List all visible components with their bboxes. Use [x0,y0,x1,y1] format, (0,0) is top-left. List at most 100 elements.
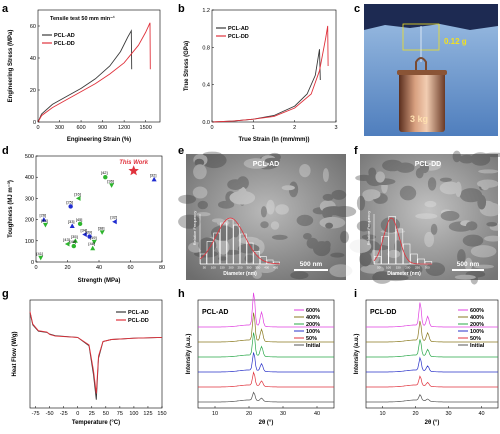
x-tick-label: 80 [159,265,165,271]
data-point [152,177,157,182]
sem-texture-blob [471,245,497,257]
legend-label: 400% [306,315,320,321]
panel-label-f: f [354,145,358,157]
x-tick-label: 600 [76,125,85,131]
xrd-curve [366,376,498,387]
legend: PCL-AD PCL-DD [216,26,249,40]
x-tick-label: 0 [210,125,213,131]
sem-texture-blob [245,255,255,263]
legend-label: 100% [470,329,484,335]
chart-title: PCL-DD [370,309,396,316]
sem-texture-blob [299,164,310,177]
legend-label: Initial [470,343,485,349]
sem-texture-blob [396,163,414,173]
sem-texture-blob [203,152,221,157]
sem-texture-blob [217,240,229,255]
data-point-ref: [39] [85,230,92,235]
x-tick-label: 1200 [118,125,130,131]
y-tick-label: 300 [25,196,34,202]
legend: PCL-AD PCL-DD [42,33,75,47]
inset-tick-label: 200 [405,266,410,270]
data-point-ref: [44] [41,218,48,223]
sem-texture-blob [272,235,288,240]
y-axis-label: Toughness (MJ m⁻³) [7,180,14,238]
sem-texture-blob [340,231,349,243]
data-point-ref: [32] [150,172,157,177]
x-tick-label: 2 [293,125,296,131]
sem-texture-blob [325,223,333,229]
y-tick-label: 100 [25,239,34,245]
panel-label-i: i [354,288,357,300]
panel-label-e: e [178,145,184,157]
series-line-1 [30,313,162,400]
load-label: 3 kg [410,114,428,124]
sem-texture-blob [455,182,461,197]
y-axis-label: Intensity (a.u.) [354,334,360,375]
sem-texture-blob [362,189,380,199]
data-point [70,223,75,228]
y-tick-label: 0 [31,260,34,266]
inset-x-label: Diameter (nm) [223,271,257,277]
data-point-ref: [48] [69,239,76,244]
sem-texture-blob [359,252,371,267]
x-tick-label: 1 [252,125,255,131]
sem-texture-blob [178,215,201,229]
inset-tick-label: 250 [237,266,242,270]
x-tick-label: 0 [36,125,39,131]
legend-label-ad: PCL-AD [228,26,249,32]
x-axis-label: 2θ (°) [425,420,440,426]
panel-label-h: h [178,288,185,300]
data-point-ref: [25] [66,199,73,204]
inset-tick-label: 200 [229,266,234,270]
data-point [78,222,82,226]
this-work-star [128,165,139,175]
y-tick-label: 60 [30,24,36,30]
sem-texture-blob [198,201,208,210]
sem-texture-blob [290,271,308,279]
xrd-curve [366,358,498,372]
sem-texture-blob [330,253,344,258]
xrd-curve [198,372,334,387]
legend-label: 400% [470,315,484,321]
sem-texture-blob [440,178,452,182]
inset-tick-label: 250 [415,266,420,270]
sem-texture-blob [459,155,475,164]
data-point-ref: [38] [98,225,105,230]
sem-texture-blob [486,222,497,227]
inset-tick-label: 300 [246,266,251,270]
x-tick-label: 50 [103,411,109,417]
sem-texture-blob [297,215,314,226]
sem-texture-blob [463,235,484,247]
inset-tick-label: 50 [377,266,381,270]
sem-texture-blob [261,206,267,217]
this-work-label: This Work [119,160,149,166]
chart-title: Tensile test 50 mm min⁻¹ [50,15,115,22]
data-point [68,204,72,208]
sem-texture-blob [266,200,274,215]
legend-label-dd: PCL-DD [54,41,75,47]
x-tick-label: 125 [143,411,152,417]
mass-label: 0.12 g [444,37,467,46]
inset-tick-label: 150 [396,266,401,270]
panel-c-photo-weight: 0.12 g 3 kg [364,4,498,136]
sem-texture-blob [196,212,210,216]
sem-texture-blob [375,171,385,182]
inset-tick-label: 350 [255,266,260,270]
weight-rim [397,70,447,75]
panel-label-a: a [2,3,9,15]
x-tick-label: 40 [478,411,484,417]
x-tick-label: -25 [60,411,68,417]
data-point [72,244,76,248]
sem-texture-blob [466,221,477,230]
sem-texture-blob [271,221,279,230]
panel-label-b: b [178,3,185,15]
legend: PCL-AD PCL-DD [116,310,149,324]
data-point [38,256,43,261]
image-title: PCL-AD [253,161,279,168]
x-tick-label: 300 [55,125,64,131]
legend-label-ad: PCL-AD [54,33,75,39]
